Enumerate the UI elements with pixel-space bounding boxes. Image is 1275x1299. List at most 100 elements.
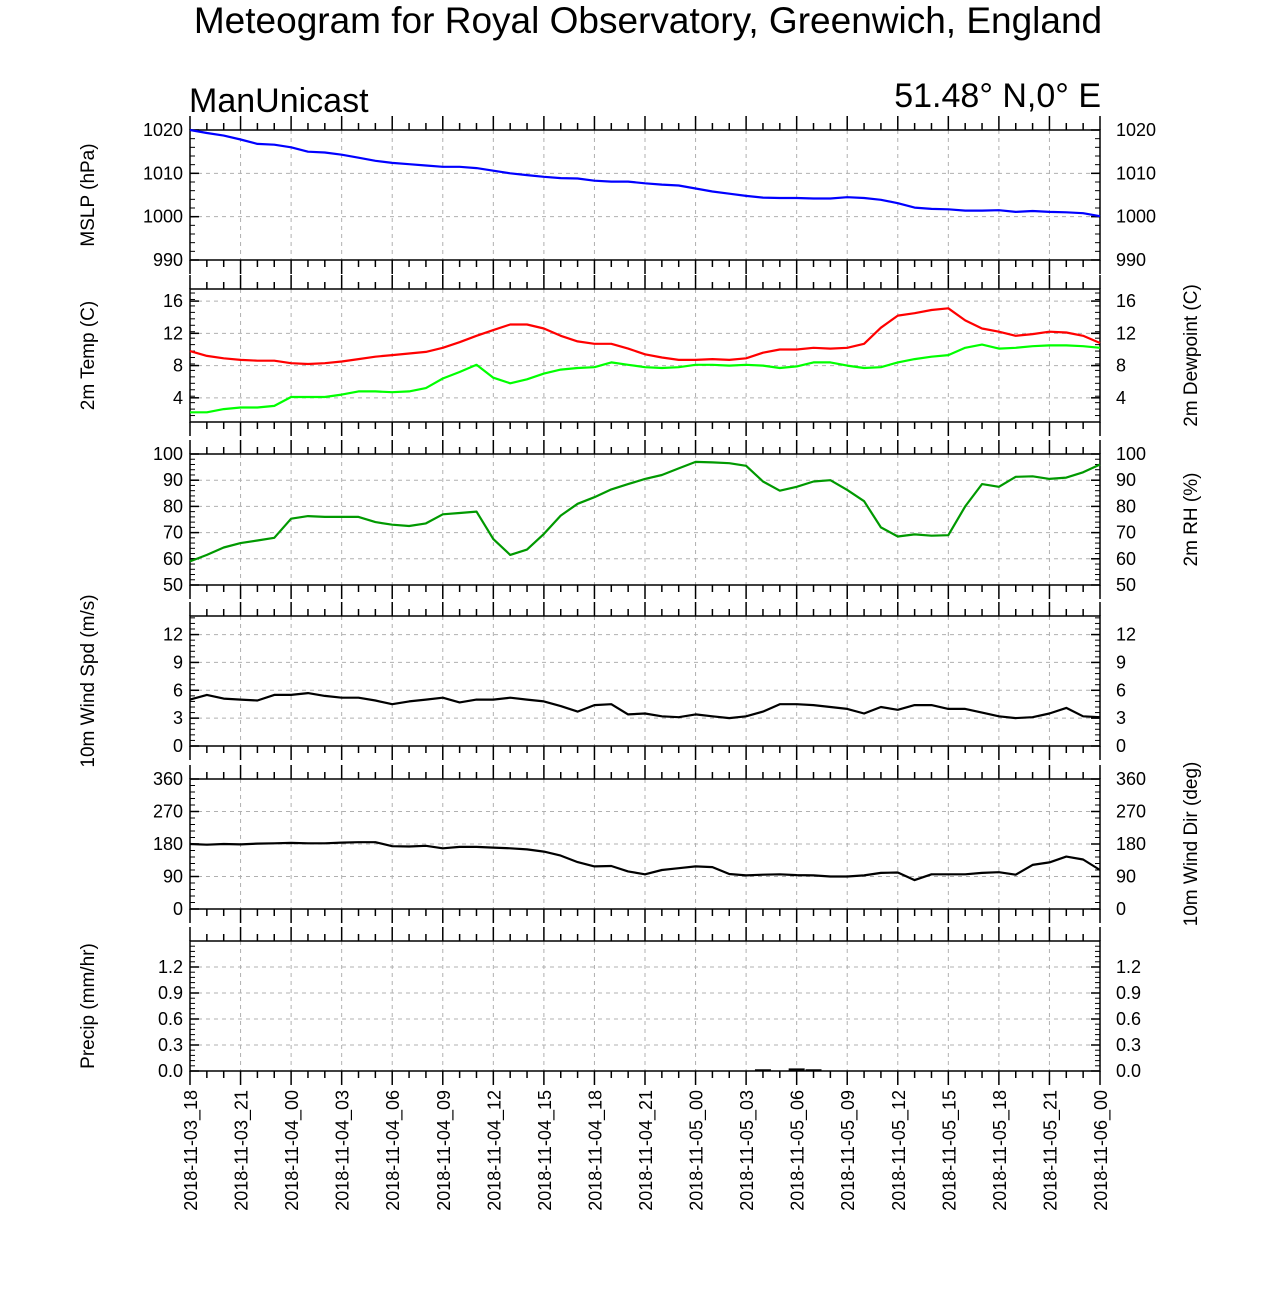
y-axis-label-left: 2m Temp (C) [78,301,99,410]
y-tick-label-right: 6 [1116,680,1126,700]
y-tick-label-right: 90 [1116,470,1136,490]
y-tick-label-right: 8 [1116,356,1126,376]
y-tick-label-right: 360 [1116,769,1146,789]
y-tick-label-left: 180 [153,834,183,854]
y-tick-label-right: 80 [1116,496,1136,516]
y-tick-label-right: 0.6 [1116,1009,1141,1029]
y-tick-label-left: 1010 [143,163,183,183]
x-tick-label: 2018-11-03_18 [181,1090,202,1211]
y-tick-label-right: 90 [1116,867,1136,887]
y-tick-label-left: 990 [153,250,183,270]
y-tick-label-left: 4 [173,388,183,408]
x-tick-label: 2018-11-04_03 [333,1090,354,1211]
y-tick-label-left: 50 [163,575,183,595]
y-tick-label-right: 1000 [1116,207,1156,227]
panel-4: 0 0 90 90 180 180 270 270 360 360 10m Wind Dir (de… [153,762,1202,927]
y-tick-label-left: 360 [153,769,183,789]
panel-frame [189,129,1101,261]
y-tick-label-left: 0.6 [158,1009,183,1029]
series-line-1-1 [190,343,1101,414]
y-tick-label-right: 0.3 [1116,1035,1141,1055]
y-axis-label-right: 2m RH (%) [1181,473,1202,567]
x-tick-label: 2018-11-05_03 [737,1090,758,1211]
panel-0: 990 990 1000 1000 1010 1010 1020 1020 MSLP (hPa) [78,116,1156,274]
y-axis-label-left: Precip (mm/hr) [78,943,99,1069]
y-tick-label-right: 0.0 [1116,1061,1141,1081]
x-axis: 2018-11-03_18 2018-11-03_21 2018-11-04_00 2… [181,1090,1112,1211]
y-tick-label-left: 1000 [143,207,183,227]
precip-bar-1 [788,1068,805,1071]
y-axis-label-right: 2m Dewpoint (C) [1181,284,1202,427]
y-tick-label-left: 0.9 [158,983,183,1003]
x-tick-label: 2018-11-05_15 [939,1090,960,1211]
y-tick-label-left: 3 [173,708,183,728]
y-tick-label-left: 16 [163,291,183,311]
y-tick-label-left: 8 [173,356,183,376]
y-tick-label-left: 90 [163,470,183,490]
y-tick-label-left: 6 [173,680,183,700]
y-axis-label-left: MSLP (hPa) [78,143,99,246]
y-tick-label-left: 9 [173,652,183,672]
y-tick-label-left: 60 [163,549,183,569]
x-tick-label: 2018-11-04_12 [484,1090,505,1211]
y-tick-label-right: 990 [1116,250,1146,270]
series-line-4-0 [189,841,1101,882]
y-tick-label-left: 90 [163,867,183,887]
y-tick-label-left: 12 [163,625,183,645]
y-tick-label-right: 180 [1116,834,1146,854]
chart-title: Meteogram for Royal Observatory, Greenwi… [194,0,1102,41]
x-tick-label: 2018-11-05_12 [889,1090,910,1211]
y-tick-label-left: 1.2 [158,957,183,977]
y-tick-label-right: 12 [1116,323,1136,343]
y-tick-label-right: 0 [1116,899,1126,919]
series-line-0-0 [189,128,1101,218]
y-tick-label-right: 270 [1116,802,1146,822]
y-tick-label-left: 0.3 [158,1035,183,1055]
x-tick-label: 2018-11-04_09 [434,1090,455,1211]
y-tick-label-right: 100 [1116,444,1146,464]
series-line-2-0 [189,460,1101,563]
precip-bar-0 [754,1069,771,1071]
y-tick-label-right: 50 [1116,575,1136,595]
y-tick-label-left: 0 [173,736,183,756]
model-name: ManUnicast [189,82,369,120]
y-tick-label-left: 1020 [143,120,183,140]
y-tick-label-left: 0.0 [158,1061,183,1081]
y-tick-label-right: 4 [1116,388,1126,408]
panel-frame [189,615,1101,747]
panel-1: 4 4 8 8 12 12 16 16 2m Temp (C) 2m Dewpoint (C) [78,275,1202,436]
y-tick-label-left: 80 [163,496,183,516]
y-tick-label-right: 3 [1116,708,1126,728]
x-tick-label: 2018-11-04_00 [282,1090,303,1211]
y-tick-label-right: 0.9 [1116,983,1141,1003]
y-tick-label-left: 0 [173,899,183,919]
y-axis-label-right: 10m Wind Dir (deg) [1181,762,1202,927]
panel-frame [189,288,1101,423]
x-tick-label: 2018-11-06_00 [1091,1090,1112,1211]
y-tick-label-left: 12 [163,323,183,343]
y-tick-label-right: 1010 [1116,163,1156,183]
y-tick-label-right: 1.2 [1116,957,1141,977]
y-tick-label-left: 70 [163,523,183,543]
x-tick-label: 2018-11-05_00 [687,1090,708,1211]
x-tick-label: 2018-11-04_21 [636,1090,657,1211]
x-tick-label: 2018-11-04_06 [383,1090,404,1211]
y-tick-label-right: 9 [1116,652,1126,672]
location-coordinates: 51.48° N,0° E [894,77,1101,115]
precip-bar-2 [805,1069,822,1071]
y-tick-label-right: 1020 [1116,120,1156,140]
x-tick-label: 2018-11-05_21 [1040,1090,1061,1211]
x-tick-label: 2018-11-05_09 [838,1090,859,1211]
x-tick-label: 2018-11-05_18 [990,1090,1011,1211]
x-tick-label: 2018-11-03_21 [232,1090,253,1211]
x-tick-label: 2018-11-05_06 [788,1090,809,1211]
y-tick-label-left: 100 [153,444,183,464]
series-line-3-0 [189,691,1101,720]
y-tick-label-right: 70 [1116,523,1136,543]
panel-frame [189,453,1101,586]
y-axis-label-left: 10m Wind Spd (m/s) [78,594,99,767]
x-tick-label: 2018-11-04_18 [585,1090,606,1211]
y-tick-label-right: 60 [1116,549,1136,569]
